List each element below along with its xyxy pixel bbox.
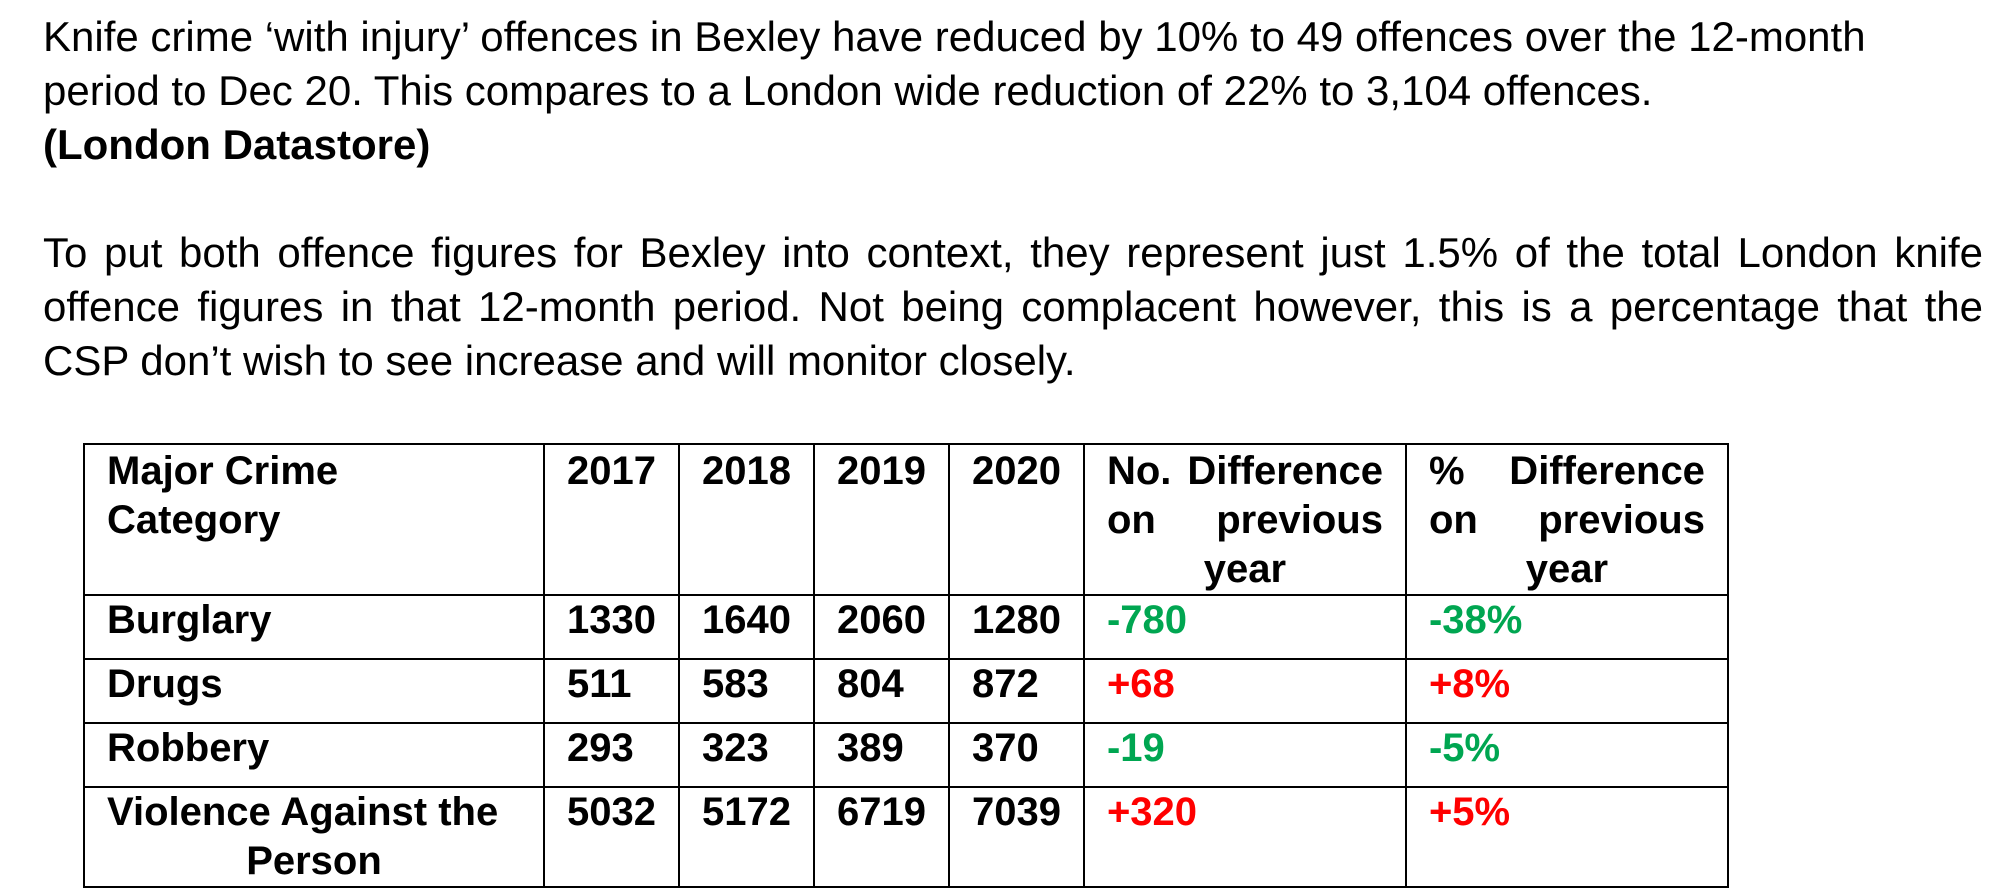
- row-2020: 370: [947, 722, 1085, 788]
- row-2019: 389: [812, 722, 950, 788]
- row-2017: 5032: [543, 786, 680, 888]
- row-number-difference: +320: [1082, 786, 1407, 888]
- row-2020: 7039: [947, 786, 1085, 888]
- header-category: Major Crime Category: [83, 443, 545, 596]
- row-2017: 1330: [543, 594, 680, 660]
- table-row: Drugs 511 583 804 872 +68 +8%: [83, 658, 1729, 724]
- table-row: Robbery 293 323 389 370 -19 -5%: [83, 722, 1729, 788]
- row-2019: 804: [812, 658, 950, 724]
- row-percent-difference: -5%: [1404, 722, 1729, 788]
- row-2019: 2060: [812, 594, 950, 660]
- row-2018: 323: [677, 722, 815, 788]
- row-2018: 5172: [677, 786, 815, 888]
- table-row: Violence Against the Person 5032 5172 67…: [83, 786, 1729, 888]
- major-crime-table: Major Crime Category 2017 2018 2019 2020…: [83, 443, 1729, 888]
- header-percent-difference: % Difference on previous year: [1404, 443, 1729, 596]
- row-percent-difference: +5%: [1404, 786, 1729, 888]
- header-2017: 2017: [543, 443, 680, 596]
- row-2020: 1280: [947, 594, 1085, 660]
- row-category: Violence Against the Person: [83, 786, 545, 888]
- row-category: Robbery: [83, 722, 545, 788]
- row-percent-difference: +8%: [1404, 658, 1729, 724]
- row-2017: 293: [543, 722, 680, 788]
- header-2020: 2020: [947, 443, 1085, 596]
- row-2018: 1640: [677, 594, 815, 660]
- row-number-difference: -780: [1082, 594, 1407, 660]
- row-category: Burglary: [83, 594, 545, 660]
- header-number-difference: No. Difference on previous year: [1082, 443, 1407, 596]
- document-body: Knife crime ‘with injury’ offences in Be…: [43, 10, 1983, 388]
- context-paragraph: To put both offence figures for Bexley i…: [43, 229, 1983, 384]
- table-row: Burglary 1330 1640 2060 1280 -780 -38%: [83, 594, 1729, 660]
- row-2018: 583: [677, 658, 815, 724]
- header-2019: 2019: [812, 443, 950, 596]
- source-citation: (London Datastore): [43, 121, 431, 168]
- knife-crime-paragraph: Knife crime ‘with injury’ offences in Be…: [43, 10, 1983, 172]
- knife-crime-text: Knife crime ‘with injury’ offences in Be…: [43, 13, 1866, 114]
- row-number-difference: -19: [1082, 722, 1407, 788]
- row-percent-difference: -38%: [1404, 594, 1729, 660]
- table-header-row: Major Crime Category 2017 2018 2019 2020…: [83, 443, 1729, 596]
- row-2017: 511: [543, 658, 680, 724]
- row-category: Drugs: [83, 658, 545, 724]
- row-2020: 872: [947, 658, 1085, 724]
- row-2019: 6719: [812, 786, 950, 888]
- header-2018: 2018: [677, 443, 815, 596]
- row-number-difference: +68: [1082, 658, 1407, 724]
